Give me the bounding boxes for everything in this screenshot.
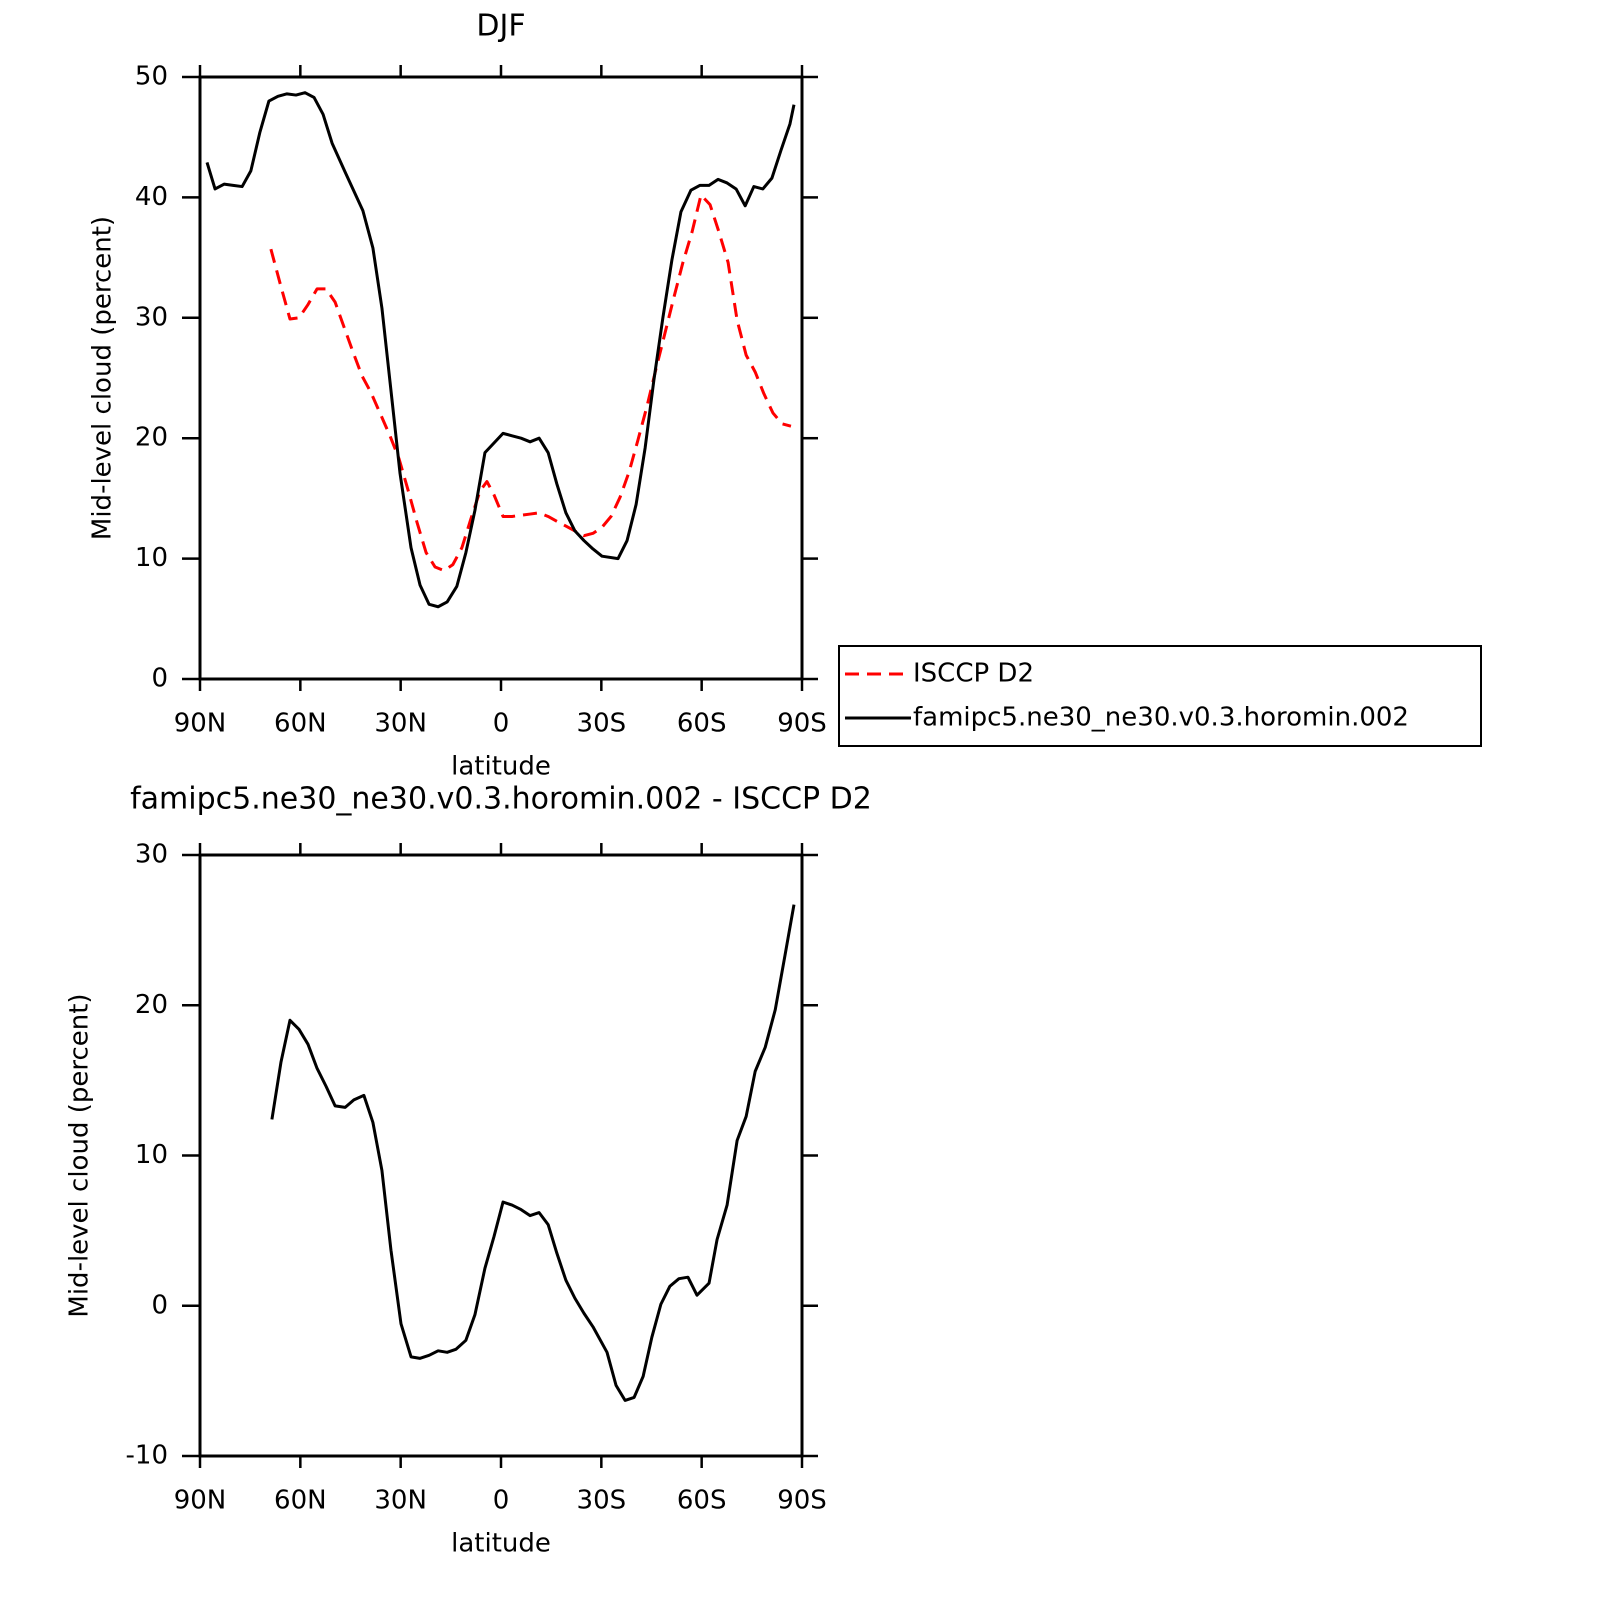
plot-frame — [198, 75, 804, 681]
x-tick-label: 0 — [493, 709, 510, 739]
x-tick-label: 30N — [374, 709, 427, 739]
y-tick-label: 0 — [151, 664, 168, 694]
plot-frame — [198, 853, 804, 1458]
legend-label: ISCCP D2 — [913, 659, 1034, 689]
y-tick-label: 40 — [135, 182, 168, 212]
x-axis-label: latitude — [451, 752, 551, 782]
data-line — [270, 904, 796, 1402]
y-tick-label: 30 — [135, 840, 168, 870]
x-tick-label: 60S — [677, 1486, 727, 1516]
x-tick-label: 90S — [777, 1486, 827, 1516]
y-axis-label: Mid-level cloud (percent) — [88, 216, 118, 540]
y-tick-label: 20 — [135, 990, 168, 1020]
y-tick-label: 10 — [135, 543, 168, 573]
x-tick-label: 30N — [374, 1486, 427, 1516]
legend-label: famipc5.ne30_ne30.v0.3.horomin.002 — [913, 703, 1409, 733]
y-tick-label: 50 — [135, 62, 168, 92]
x-tick-label: 30S — [577, 1486, 627, 1516]
data-line — [205, 91, 796, 609]
y-tick-label: -10 — [126, 1441, 168, 1471]
x-tick-label: 60N — [274, 1486, 327, 1516]
legend-box — [838, 645, 1482, 747]
y-tick-label: 30 — [135, 302, 168, 332]
x-tick-label: 90S — [777, 709, 827, 739]
y-tick-label: 20 — [135, 423, 168, 453]
data-line — [269, 193, 792, 573]
x-axis-label: latitude — [451, 1529, 551, 1559]
x-tick-label: 60N — [274, 709, 327, 739]
x-tick-label: 90N — [174, 1486, 227, 1516]
y-tick-label: 0 — [151, 1290, 168, 1320]
x-tick-label: 30S — [577, 709, 627, 739]
x-tick-label: 0 — [493, 1486, 510, 1516]
y-axis-label: Mid-level cloud (percent) — [65, 993, 95, 1317]
chart-title: famipc5.ne30_ne30.v0.3.horomin.002 - ISC… — [130, 782, 872, 817]
y-tick-label: 10 — [135, 1140, 168, 1170]
x-tick-label: 60S — [677, 709, 727, 739]
chart-title: DJF — [476, 9, 525, 44]
x-tick-label: 90N — [174, 709, 227, 739]
